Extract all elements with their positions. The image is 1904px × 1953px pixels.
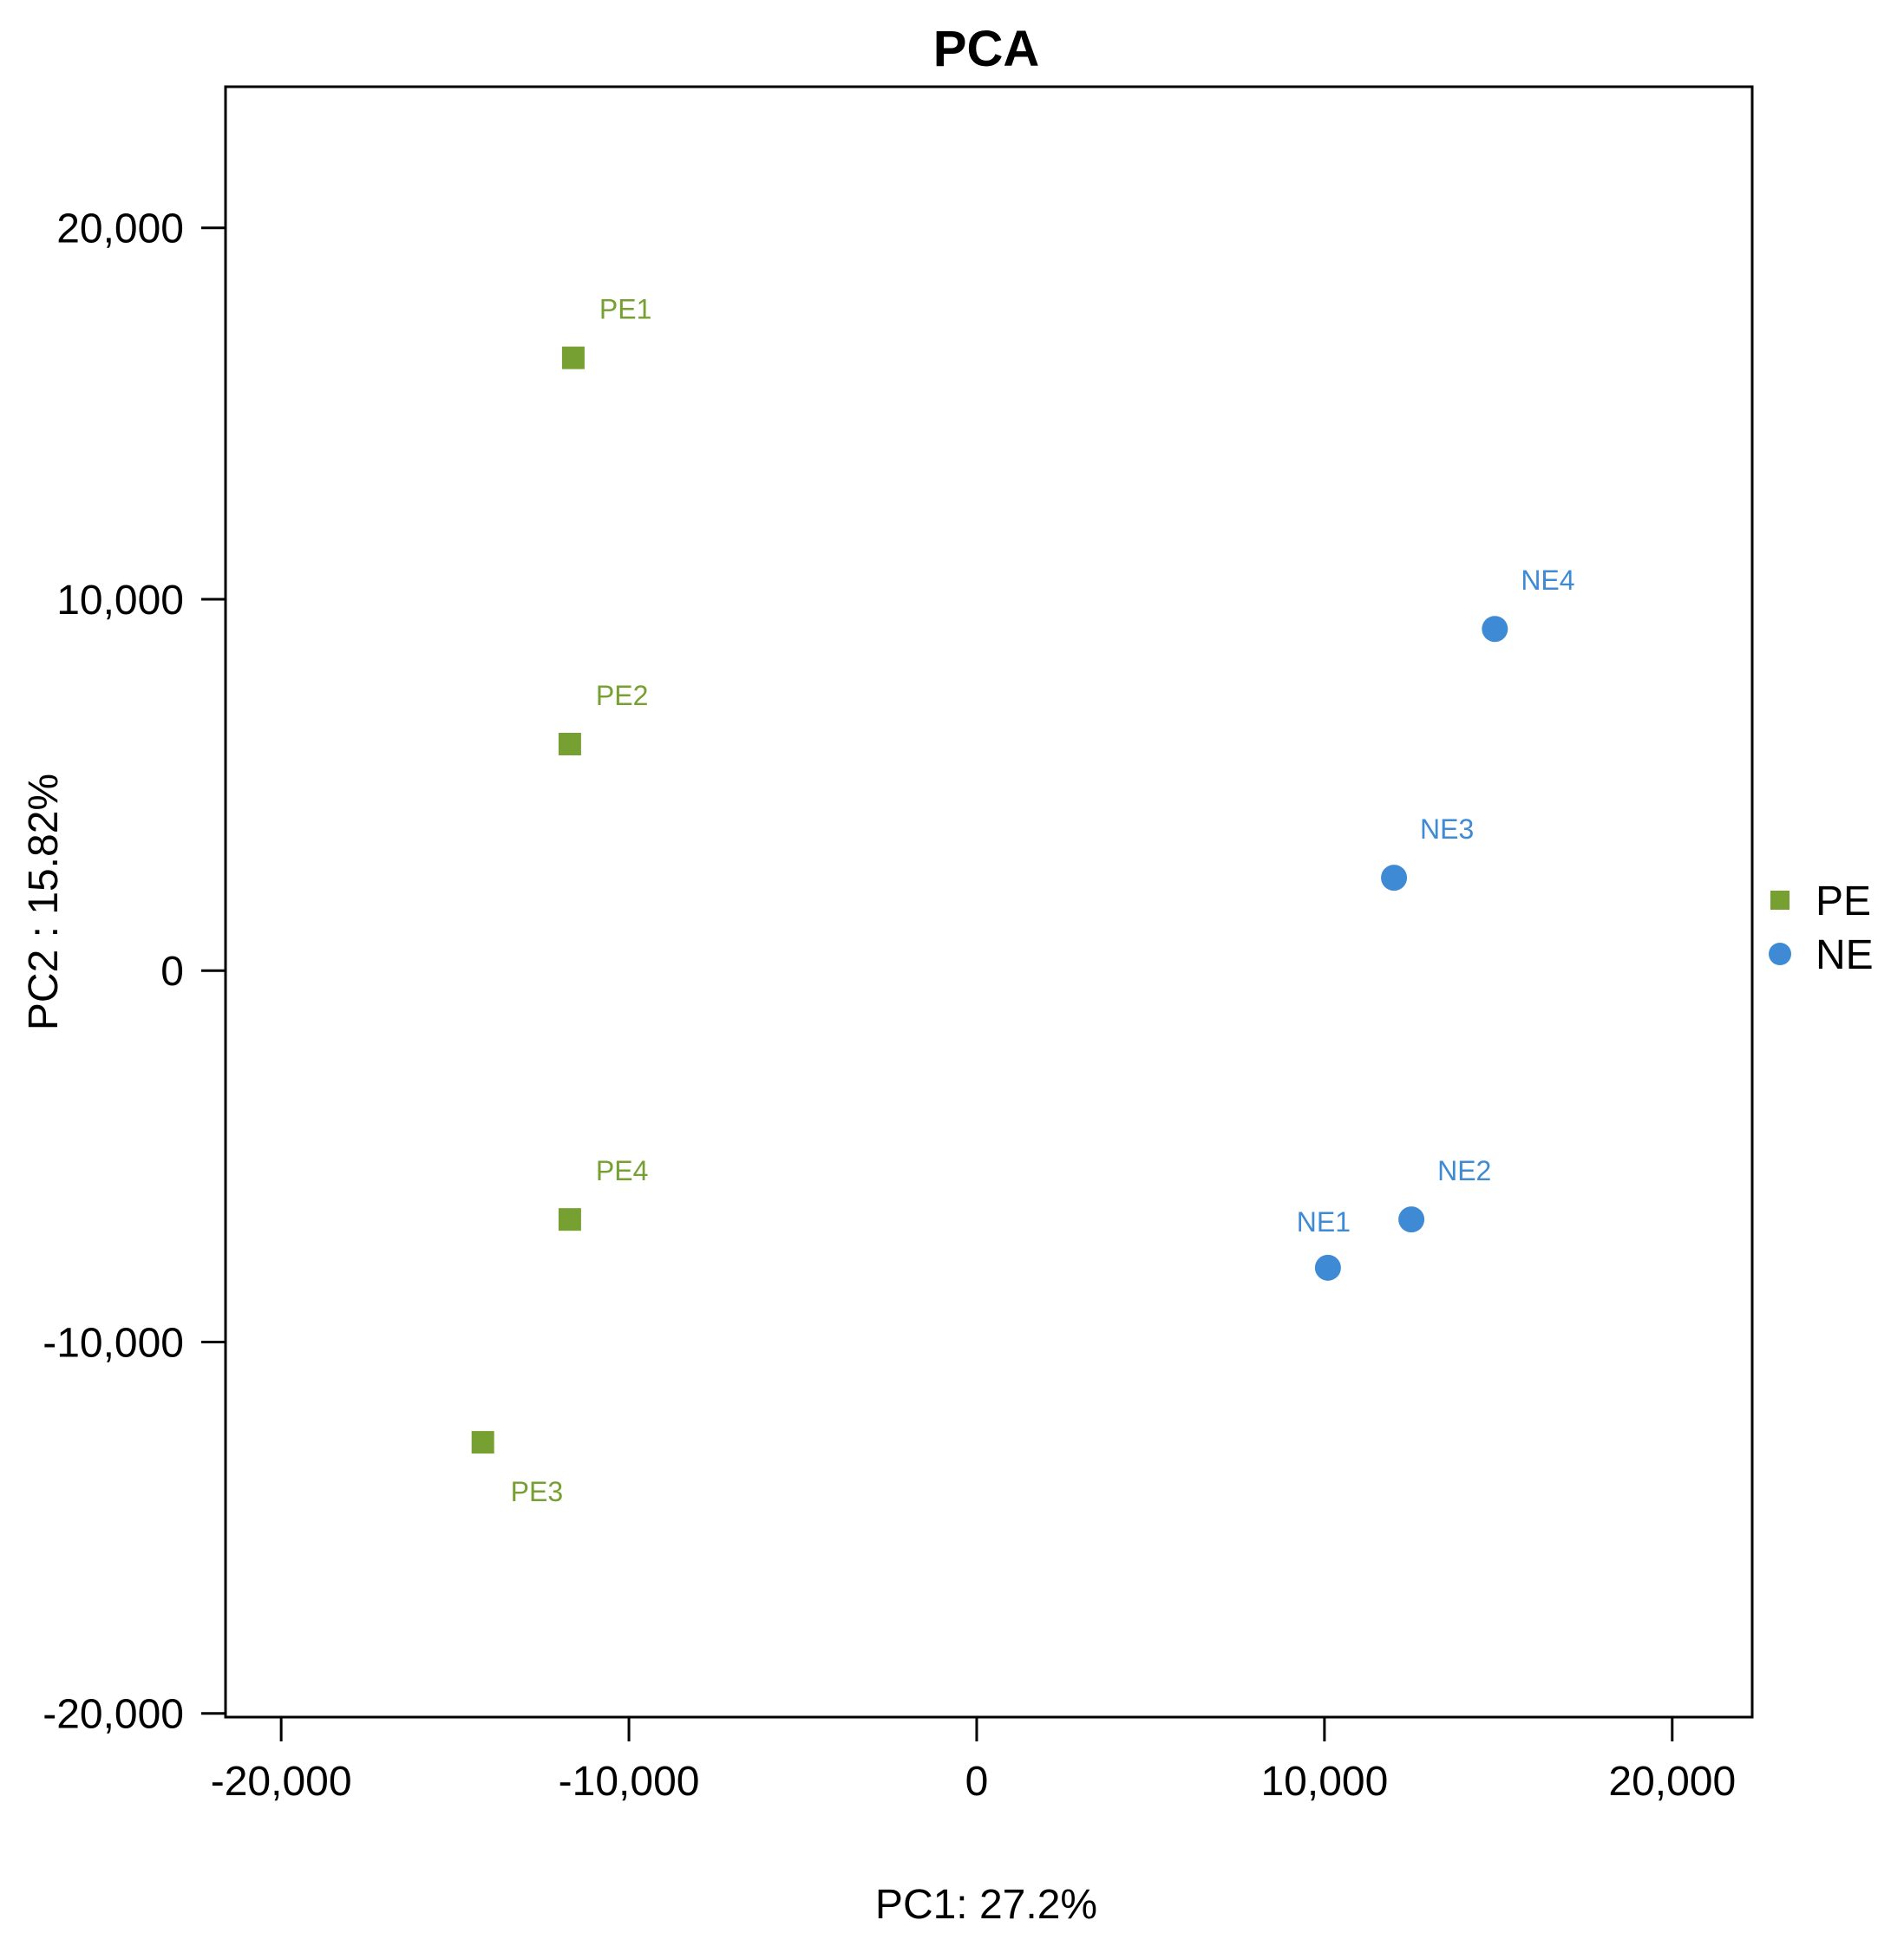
point-label-pe4: PE4: [596, 1155, 648, 1186]
legend-marker-pe: [1770, 891, 1789, 910]
chart-title: PCA: [933, 21, 1039, 77]
y-tick-label: 20,000: [56, 206, 184, 252]
y-tick-label: -10,000: [43, 1320, 184, 1366]
point-label-pe3: PE3: [511, 1476, 563, 1507]
y-tick-label: 10,000: [56, 578, 184, 624]
legend: PE NE: [1769, 879, 1874, 978]
point-ne4: [1482, 616, 1508, 643]
point-label-ne2: NE2: [1437, 1155, 1491, 1186]
plot-frame: [224, 85, 1754, 1719]
point-label-pe2: PE2: [596, 680, 648, 711]
point-pe1: [561, 346, 585, 369]
x-tick-label: -20,000: [211, 1759, 352, 1805]
y-axis: 20,000 10,000 0 -10,000 -20,000: [43, 206, 226, 1738]
x-tick-label: -10,000: [559, 1759, 700, 1805]
y-tick-label: -20,000: [43, 1692, 184, 1738]
point-ne3: [1381, 865, 1408, 892]
x-axis: -20,000 -10,000 0 10,000 20,000: [211, 1717, 1736, 1805]
x-tick-label: 0: [965, 1759, 989, 1805]
point-pe3: [471, 1431, 494, 1454]
point-labels: PE1 PE2 PE4 PE3 NE4 NE3 NE2 NE1: [511, 294, 1575, 1507]
x-axis-label: PC1: 27.2%: [875, 1882, 1097, 1928]
point-label-ne4: NE4: [1521, 565, 1574, 596]
legend-label-ne: NE: [1816, 932, 1874, 978]
point-ne2: [1398, 1206, 1425, 1233]
point-label-pe1: PE1: [599, 294, 651, 325]
y-tick-label: 0: [160, 949, 184, 995]
point-label-ne3: NE3: [1420, 813, 1474, 845]
legend-label-pe: PE: [1816, 879, 1871, 924]
y-axis-label: PC2 : 15.82%: [21, 774, 67, 1030]
point-pe2: [558, 732, 581, 755]
point-pe4: [558, 1208, 581, 1231]
point-ne1: [1314, 1254, 1341, 1281]
legend-marker-ne: [1769, 943, 1791, 965]
point-label-ne1: NE1: [1297, 1206, 1351, 1238]
data-points: [471, 346, 1508, 1454]
x-tick-label: 10,000: [1260, 1759, 1388, 1805]
x-tick-label: 20,000: [1608, 1759, 1736, 1805]
